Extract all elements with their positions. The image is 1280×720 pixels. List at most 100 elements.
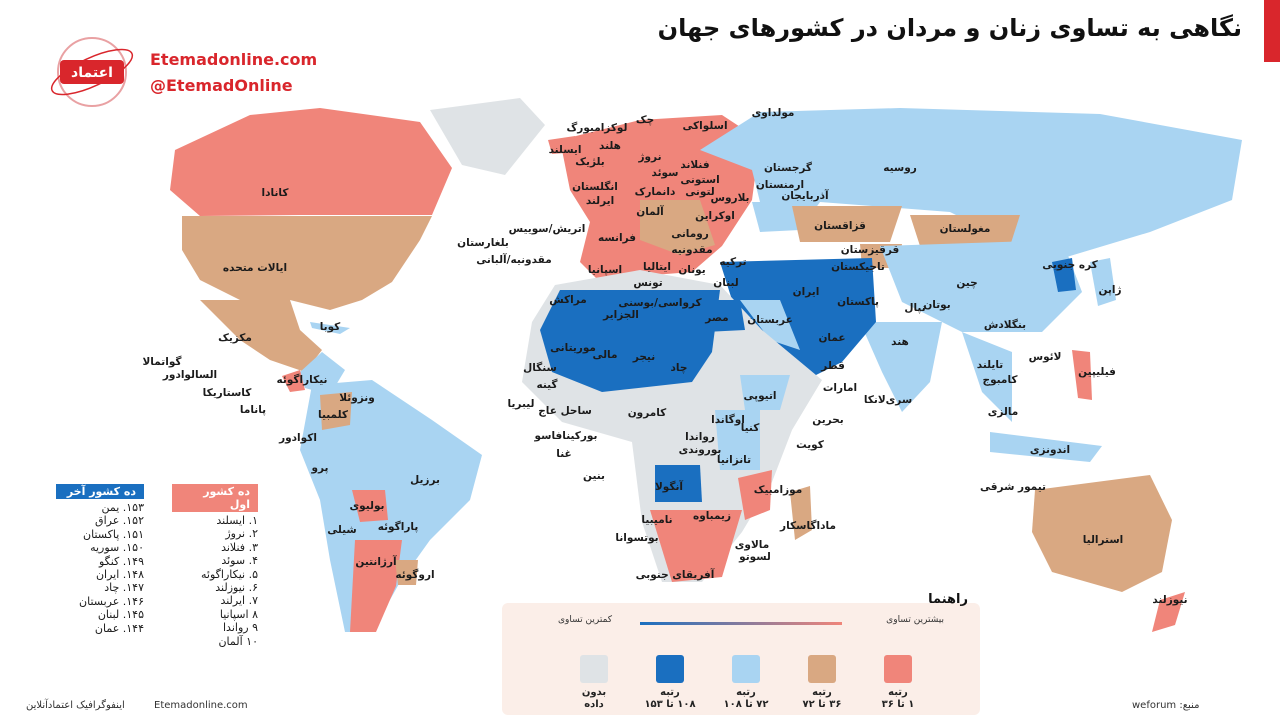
- country-label: لسوتو: [739, 551, 771, 563]
- country-label: مقدونیه/آلبانی: [476, 254, 552, 266]
- country-label: آفریقای جنوبی: [635, 569, 715, 581]
- country-label: پرو: [311, 462, 329, 474]
- legend-caption-line: بدون: [581, 687, 607, 698]
- list-heading: ده کشور آخر: [56, 484, 144, 499]
- legend-caption: رتبه ۳۶ تا ۷۲: [787, 687, 857, 711]
- country-label: کامرون: [627, 407, 667, 419]
- legend-caption-line: رتبه: [736, 687, 756, 698]
- credit: اینفوگرافیک اعتمادآنلاین: [26, 700, 125, 711]
- country-label: فرانسه: [597, 232, 637, 244]
- legend-swatch: [884, 655, 912, 683]
- legend-swatch: [656, 655, 684, 683]
- list-heading: ده کشور اول: [172, 484, 258, 512]
- legend-caption: رتبه ۱۰۸ تا ۱۵۳: [635, 687, 705, 711]
- country-label: قرقیزستان: [840, 244, 900, 256]
- country-label: اوگاندا: [711, 414, 745, 426]
- country-label: کلمبیا: [318, 409, 348, 421]
- legend-caption: بدون داده: [559, 687, 629, 711]
- country-label: ایالات متحده: [222, 262, 288, 274]
- country-label: ایران: [792, 286, 820, 298]
- country-label: اروگوئه: [395, 569, 435, 581]
- country-label: لوکزامبورگ: [566, 122, 628, 134]
- country-label: یونان: [678, 264, 706, 276]
- legend-swatch: [808, 655, 836, 683]
- country-label: لتونی: [685, 186, 715, 198]
- country-label: موزامبیک: [753, 484, 803, 496]
- country-label: امارات: [822, 382, 858, 394]
- legend-caption-line: ۳۶ تا ۷۲: [802, 699, 842, 710]
- country-label: غنا: [556, 448, 572, 460]
- country-label: نیجر: [632, 351, 656, 363]
- country-label: کره جنوبی: [1042, 259, 1098, 271]
- bottom-ten: ده کشور آخر ۱۵۳. یمن ۱۵۲. عراق ۱۵۱. پاکستان…: [56, 484, 144, 635]
- country-label: اسپانیا: [587, 264, 623, 276]
- country-label: بولیوی: [349, 500, 385, 512]
- list-item: ۱. ایسلند: [216, 514, 258, 527]
- country-label: مالاوی: [734, 539, 770, 551]
- country-label: روسیه: [883, 162, 917, 174]
- accent-bar: [1264, 0, 1280, 62]
- country-label: آذربایجان: [781, 190, 829, 202]
- country-label: اتیوپی: [743, 390, 777, 402]
- country-label: بوتان: [923, 299, 951, 311]
- legend-caption-line: رتبه: [812, 687, 832, 698]
- legend-caption: رتبه ۷۲ تا ۱۰۸: [711, 687, 781, 711]
- country-label: لائوس: [1028, 351, 1062, 363]
- handle: @EtemadOnline: [150, 76, 293, 95]
- legend-caption-line: داده: [584, 699, 604, 710]
- list-item: ۵. نیکاراگوئه: [201, 567, 258, 581]
- legend: بیشترین تساوی کمترین تساوی رتبه ۱ تا ۳۶ رتبه…: [502, 603, 980, 715]
- country-label: عربستان: [747, 314, 793, 326]
- country-label: کامبوج: [982, 374, 1018, 386]
- list-item: ۱۴۴. عمان: [94, 621, 144, 635]
- country-label: بنین: [583, 470, 605, 482]
- country-label: کوبا: [319, 321, 341, 333]
- list-item: ۴. سوئد: [221, 554, 258, 568]
- legend-caption-line: رتبه: [660, 687, 680, 698]
- svg-text:اعتماد: اعتماد: [71, 65, 113, 81]
- legend-caption-line: ۷۲ تا ۱۰۸: [723, 699, 769, 710]
- country-label: تیمور شرقی: [980, 481, 1046, 493]
- country-label: استرالیا: [1082, 534, 1124, 546]
- list-item: ۱۵۱. پاکستان: [83, 527, 144, 541]
- country-label: تانزانیا: [716, 454, 752, 466]
- country-label: نیکاراگوئه: [276, 374, 328, 386]
- country-label: تونس: [633, 277, 663, 289]
- list-item: ۷. ایرلند: [220, 594, 258, 608]
- country-label: ترکیه: [719, 256, 747, 268]
- country-label: موریتانی: [550, 342, 596, 354]
- country-label: تایلند: [976, 359, 1004, 371]
- country-label: ارمنستان: [755, 179, 805, 191]
- legend-caption-line: رتبه: [888, 687, 908, 698]
- list-item: ۱۴۶. عربستان: [79, 594, 144, 608]
- country-label: بحرین: [812, 414, 844, 426]
- logo: اعتماد: [50, 37, 134, 107]
- list-item: ۸ اسپانیا: [219, 607, 258, 621]
- list-item: ۱۴۸. ایران: [95, 568, 144, 582]
- top-ten: ده کشور اول ۱. ایسلند ۲. نروژ ۳. فنلاند ۴. س…: [172, 484, 258, 648]
- country-label: ژاپن: [1098, 284, 1122, 296]
- country-label: لبنان: [713, 277, 739, 289]
- country-label: هند: [891, 336, 909, 348]
- country-label: بنگلادش: [983, 319, 1027, 331]
- country-label: زیمباوه: [693, 510, 731, 522]
- country-label: فیلیپین: [1078, 366, 1116, 378]
- country-label: رواندا: [685, 431, 715, 443]
- country-label: بورکینافاسو: [534, 430, 598, 442]
- country-label: مصر: [705, 312, 729, 324]
- country-label: نروژ: [638, 151, 662, 163]
- country-label: قزاقستان: [814, 220, 866, 232]
- country-label: قطر: [821, 360, 845, 372]
- country-label: السالوادور: [162, 369, 218, 381]
- country-label: الجزایر: [603, 309, 639, 321]
- country-label: بلغارستان: [457, 237, 509, 249]
- country-label: ایرلند: [585, 195, 615, 207]
- country-label: هلند: [599, 140, 621, 152]
- country-label: دانمارک: [634, 186, 676, 198]
- list-item: ۳. فنلاند: [221, 540, 258, 554]
- country-label: گرجستان: [763, 162, 813, 174]
- country-label: تاجیکستان: [831, 261, 885, 273]
- country-label: شیلی: [327, 524, 357, 536]
